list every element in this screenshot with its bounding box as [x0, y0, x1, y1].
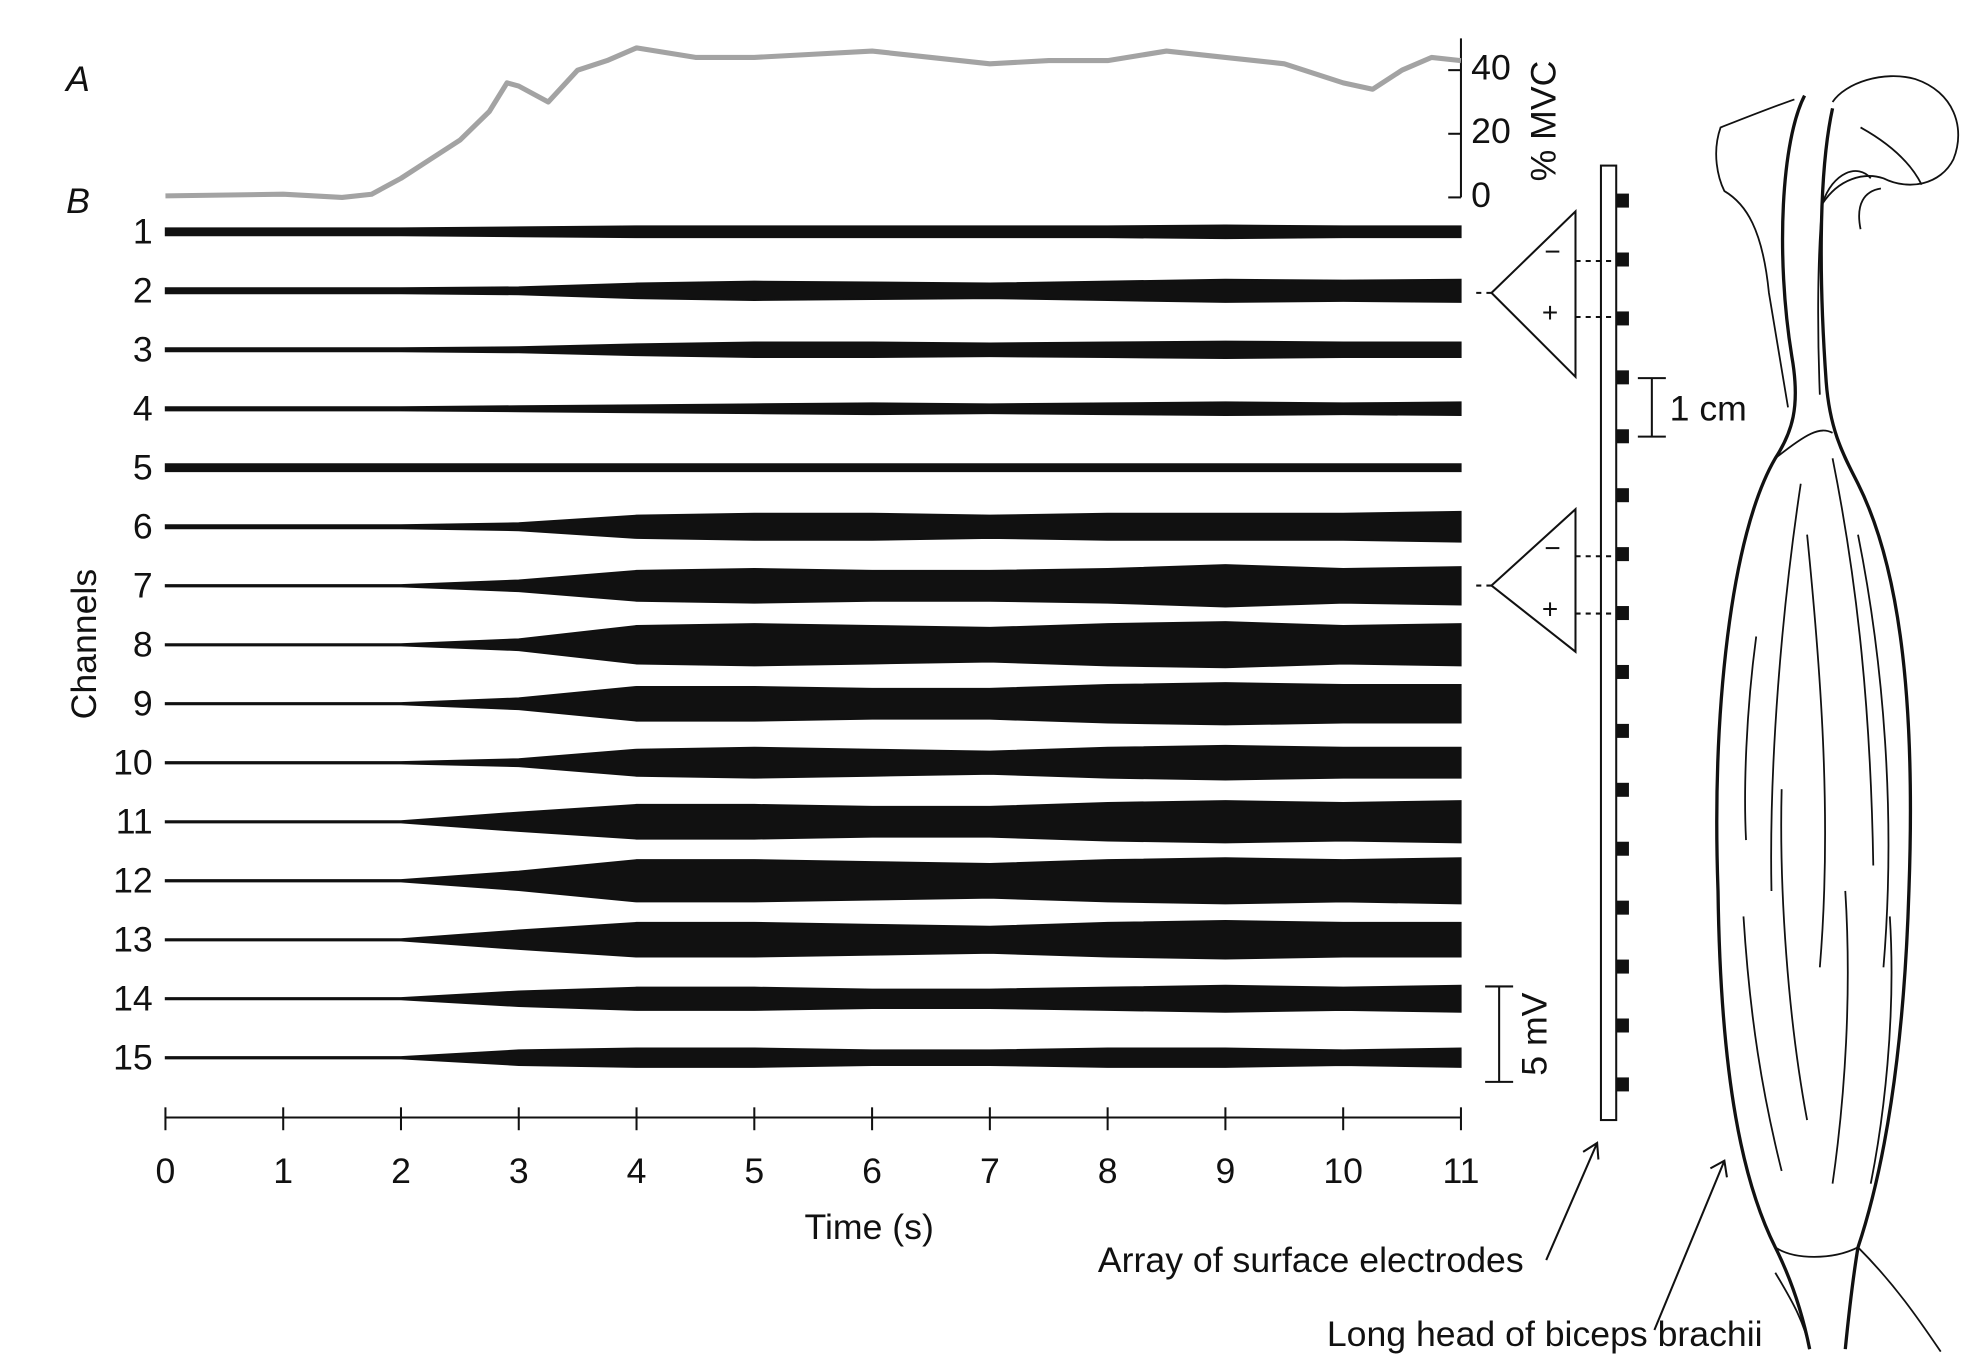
channel-label: 9 — [133, 684, 153, 724]
plus-sign: + — [1542, 297, 1558, 328]
muscle-drawing: Long head of biceps brachii — [1327, 75, 1960, 1354]
x-tick-label: 10 — [1323, 1151, 1363, 1191]
electrodes — [1616, 193, 1629, 1092]
channel-label: 13 — [113, 920, 153, 960]
force-line — [165, 45, 1462, 200]
amplifier — [1489, 506, 1577, 654]
electrode — [1616, 1018, 1629, 1033]
x-tick-label: 2 — [391, 1151, 411, 1191]
channel-label: 2 — [133, 271, 153, 311]
minus-sign: − — [1544, 532, 1560, 563]
electrode — [1616, 606, 1629, 621]
channel-label: 1 — [133, 212, 153, 252]
x-tick-label: 4 — [627, 1151, 647, 1191]
electrode — [1616, 311, 1629, 326]
electrode — [1616, 252, 1629, 267]
x-axis-label: Time (s) — [805, 1207, 934, 1247]
electrode — [1616, 488, 1629, 503]
x-tick-label: 7 — [980, 1151, 1000, 1191]
electrode — [1616, 959, 1629, 974]
minus-sign: − — [1544, 236, 1560, 267]
channel-label: 12 — [113, 861, 153, 901]
channel-label: 14 — [113, 979, 153, 1019]
channel-label: 6 — [133, 507, 153, 547]
electrode — [1616, 1077, 1629, 1092]
channel-label: 15 — [113, 1038, 153, 1078]
array-label: Array of surface electrodes — [1098, 1240, 1524, 1280]
x-tick-label: 5 — [744, 1151, 764, 1191]
emg-envelope — [164, 463, 1462, 473]
lead-wires — [1476, 260, 1617, 615]
electrode — [1616, 841, 1629, 856]
electrode — [1616, 723, 1629, 738]
x-tick-label: 3 — [509, 1151, 529, 1191]
electrode — [1616, 900, 1629, 915]
emg-envelope — [164, 224, 1462, 240]
muscle-label: Long head of biceps brachii — [1327, 1314, 1763, 1354]
emg-envelope — [164, 857, 1462, 905]
panel-label: A — [64, 59, 90, 99]
amplifier — [1490, 209, 1577, 380]
scale-bar-label: 5 mV — [1515, 992, 1555, 1075]
channel-label: 11 — [116, 802, 153, 842]
emg-envelope — [164, 340, 1462, 360]
x-tick-label: 1 — [273, 1151, 293, 1191]
emg-envelope — [164, 564, 1462, 608]
channel-label: 5 — [133, 448, 153, 488]
channel-label: 7 — [133, 566, 153, 606]
y-tick-label: 0 — [1471, 175, 1491, 215]
emg-envelope — [164, 278, 1462, 303]
panel-label: B — [66, 181, 90, 221]
electrode — [1616, 547, 1629, 562]
electrode — [1616, 193, 1629, 208]
emg-envelope — [164, 744, 1462, 781]
electrode — [1616, 429, 1629, 444]
emg-envelope — [164, 1047, 1462, 1068]
plus-sign: + — [1542, 593, 1558, 624]
x-tick-label: 9 — [1215, 1151, 1235, 1191]
channel-label: 3 — [133, 330, 153, 370]
spacing-label: 1 cm — [1670, 389, 1747, 429]
y-tick-label: 20 — [1471, 111, 1511, 151]
electrode — [1616, 664, 1629, 679]
emg-envelope — [164, 621, 1462, 669]
channel-label: 4 — [133, 389, 153, 429]
emg-envelope — [164, 919, 1462, 960]
y-axis-label: % MVC — [1524, 61, 1564, 182]
electrode — [1616, 782, 1629, 797]
spacing-bracket — [1637, 377, 1666, 438]
emg-envelope — [164, 401, 1462, 417]
y-tick-label: 40 — [1471, 48, 1511, 88]
emg-envelope — [164, 800, 1462, 844]
x-tick-label: 11 — [1442, 1151, 1479, 1191]
electrode-array: − + − + 1 cm Array of surface electrodes — [1098, 164, 1747, 1280]
x-tick-label: 0 — [156, 1151, 176, 1191]
arrow — [1545, 1141, 1600, 1261]
emg-envelope — [164, 510, 1462, 543]
x-tick-label: 6 — [862, 1151, 882, 1191]
y-axis-label: Channels — [64, 569, 104, 720]
arrow — [1653, 1159, 1728, 1331]
array-strip — [1599, 164, 1618, 1122]
channel-label: 8 — [133, 625, 153, 665]
channel-label: 10 — [113, 743, 153, 783]
scale-bar — [1485, 985, 1514, 1083]
emg-envelope — [164, 682, 1462, 726]
x-tick-label: 8 — [1098, 1151, 1118, 1191]
emg-envelope — [164, 984, 1462, 1013]
electrode — [1616, 370, 1629, 385]
